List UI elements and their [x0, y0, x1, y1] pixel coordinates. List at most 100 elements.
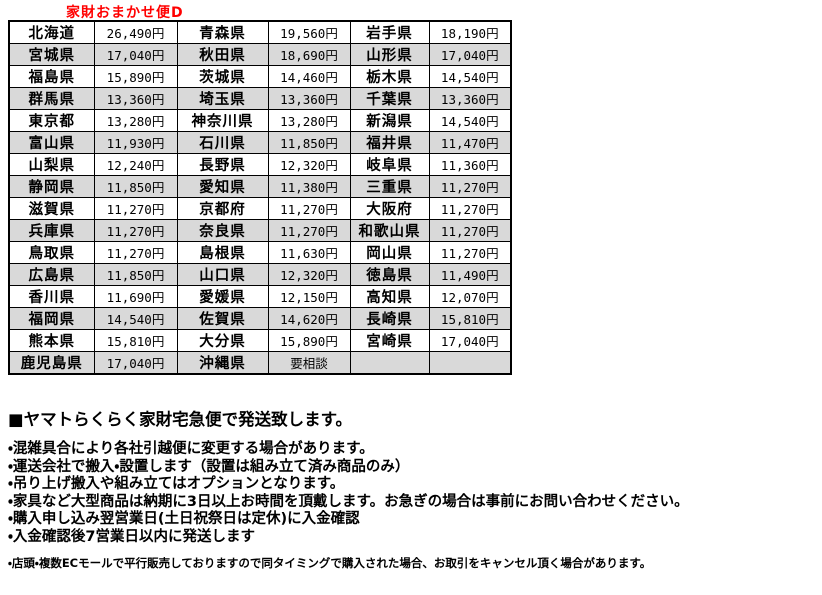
prefecture-cell: 富山県 — [8, 131, 95, 154]
price-cell: 11,690円 — [93, 285, 178, 308]
prefecture-cell: 香川県 — [8, 285, 95, 308]
price-cell: 15,890円 — [267, 329, 351, 352]
price-cell — [428, 351, 512, 375]
prefecture-cell: 愛知県 — [176, 175, 269, 198]
price-cell: 15,810円 — [428, 307, 512, 330]
price-cell: 12,320円 — [267, 263, 351, 286]
table-row: 鹿児島県 17,040円 沖縄県 要相談 — [8, 351, 512, 375]
table-row: 東京都 13,280円 神奈川県 13,280円 新潟県 14,540円 — [8, 109, 512, 132]
prefecture-cell: 兵庫県 — [8, 219, 95, 242]
prefecture-cell: 佐賀県 — [176, 307, 269, 330]
price-cell: 18,690円 — [267, 43, 351, 66]
price-cell: 11,270円 — [428, 241, 512, 264]
prefecture-cell: 熊本県 — [8, 329, 95, 352]
price-cell: 15,890円 — [93, 65, 178, 88]
prefecture-cell: 沖縄県 — [176, 351, 269, 375]
price-cell: 14,540円 — [428, 109, 512, 132]
notes-bullet: ・家具など大型商品は納期に3日以上お時間を頂戴します。お急ぎの場合は事前にお問い… — [8, 493, 689, 510]
price-cell: 19,560円 — [267, 20, 351, 44]
table-row: 山梨県 12,240円 長野県 12,320円 岐阜県 11,360円 — [8, 153, 512, 176]
price-cell: 11,270円 — [428, 175, 512, 198]
notes-bullet: ・運送会社で搬入・設置します（設置は組み立て済み商品のみ） — [8, 458, 410, 475]
prefecture-cell: 大阪府 — [349, 197, 430, 220]
table-row: 兵庫県 11,270円 奈良県 11,270円 和歌山県 11,270円 — [8, 219, 512, 242]
table-row: 群馬県 13,360円 埼玉県 13,360円 千葉県 13,360円 — [8, 87, 512, 110]
table-row: 富山県 11,930円 石川県 11,850円 福井県 11,470円 — [8, 131, 512, 154]
prefecture-cell: 徳島県 — [349, 263, 430, 286]
prefecture-cell: 大分県 — [176, 329, 269, 352]
price-cell: 11,270円 — [93, 197, 178, 220]
prefecture-cell: 宮城県 — [8, 43, 95, 66]
price-cell: 14,540円 — [93, 307, 178, 330]
price-cell: 11,270円 — [93, 219, 178, 242]
prefecture-cell: 新潟県 — [349, 109, 430, 132]
prefecture-cell: 静岡県 — [8, 175, 95, 198]
prefecture-cell: 京都府 — [176, 197, 269, 220]
price-cell: 12,070円 — [428, 285, 512, 308]
prefecture-cell: 滋賀県 — [8, 197, 95, 220]
price-cell: 11,470円 — [428, 131, 512, 154]
prefecture-cell: 愛媛県 — [176, 285, 269, 308]
price-cell: 11,850円 — [267, 131, 351, 154]
prefecture-cell: 三重県 — [349, 175, 430, 198]
table-row: 福島県 15,890円 茨城県 14,460円 栃木県 14,540円 — [8, 65, 512, 88]
price-cell: 26,490円 — [93, 20, 178, 44]
prefecture-cell: 山形県 — [349, 43, 430, 66]
notes-heading: ■ヤマトらくらく家財宅急便で発送致します。 — [8, 410, 352, 429]
prefecture-cell: 岩手県 — [349, 20, 430, 44]
prefecture-cell: 宮崎県 — [349, 329, 430, 352]
table-row: 北海道 26,490円 青森県 19,560円 岩手県 18,190円 — [8, 20, 512, 44]
prefecture-cell: 高知県 — [349, 285, 430, 308]
prefecture-cell: 茨城県 — [176, 65, 269, 88]
price-cell: 15,810円 — [93, 329, 178, 352]
table-row: 静岡県 11,850円 愛知県 11,380円 三重県 11,270円 — [8, 175, 512, 198]
shipping-fee-table: 北海道 26,490円 青森県 19,560円 岩手県 18,190円 宮城県 17,040円… — [8, 20, 512, 375]
prefecture-cell: 山口県 — [176, 263, 269, 286]
notes-footnote: ・店頭・複数ECモールで平行販売しておりますので同タイミングで購入された場合、お… — [8, 555, 652, 570]
price-cell: 11,270円 — [93, 241, 178, 264]
prefecture-cell: 山梨県 — [8, 153, 95, 176]
prefecture-cell: 広島県 — [8, 263, 95, 286]
prefecture-cell: 神奈川県 — [176, 109, 269, 132]
price-cell: 17,040円 — [93, 351, 178, 375]
prefecture-cell: 東京都 — [8, 109, 95, 132]
price-cell: 11,270円 — [428, 219, 512, 242]
table-row: 滋賀県 11,270円 京都府 11,270円 大阪府 11,270円 — [8, 197, 512, 220]
price-cell: 14,620円 — [267, 307, 351, 330]
price-cell: 18,190円 — [428, 20, 512, 44]
prefecture-cell: 鹿児島県 — [8, 351, 95, 375]
price-cell: 11,380円 — [267, 175, 351, 198]
prefecture-cell: 秋田県 — [176, 43, 269, 66]
price-cell: 17,040円 — [93, 43, 178, 66]
prefecture-cell: 石川県 — [176, 131, 269, 154]
price-cell: 13,280円 — [267, 109, 351, 132]
prefecture-cell — [349, 351, 430, 375]
prefecture-cell: 岐阜県 — [349, 153, 430, 176]
prefecture-cell: 奈良県 — [176, 219, 269, 242]
prefecture-cell: 長崎県 — [349, 307, 430, 330]
shipping-fee-table-body: 北海道 26,490円 青森県 19,560円 岩手県 18,190円 宮城県 17,040円… — [8, 20, 512, 375]
price-cell: 12,150円 — [267, 285, 351, 308]
price-cell: 13,360円 — [93, 87, 178, 110]
prefecture-cell: 北海道 — [8, 20, 95, 44]
notes-bullet-list: ・混雑具合により各社引越便に変更する場合があります。 ・運送会社で搬入・設置します… — [8, 441, 818, 547]
notes-bullet: ・吊り上げ搬入や組み立てはオプションとなります。 — [8, 476, 345, 493]
prefecture-cell: 青森県 — [176, 20, 269, 44]
notes-bullet: ・購入申し込み翌営業日(土日祝祭日は定休)に入金確認 — [8, 511, 360, 528]
price-cell: 11,850円 — [93, 263, 178, 286]
table-row: 宮城県 17,040円 秋田県 18,690円 山形県 17,040円 — [8, 43, 512, 66]
table-row: 福岡県 14,540円 佐賀県 14,620円 長崎県 15,810円 — [8, 307, 512, 330]
notes-bullet: ・入金確認後7営業日以内に発送します — [8, 528, 256, 545]
price-cell: 11,630円 — [267, 241, 351, 264]
table-row: 鳥取県 11,270円 島根県 11,630円 岡山県 11,270円 — [8, 241, 512, 264]
prefecture-cell: 岡山県 — [349, 241, 430, 264]
price-cell: 11,270円 — [428, 197, 512, 220]
price-cell: 14,460円 — [267, 65, 351, 88]
prefecture-cell: 島根県 — [176, 241, 269, 264]
prefecture-cell: 和歌山県 — [349, 219, 430, 242]
table-row: 熊本県 15,810円 大分県 15,890円 宮崎県 17,040円 — [8, 329, 512, 352]
prefecture-cell: 福岡県 — [8, 307, 95, 330]
prefecture-cell: 福島県 — [8, 65, 95, 88]
price-cell: 13,360円 — [267, 87, 351, 110]
